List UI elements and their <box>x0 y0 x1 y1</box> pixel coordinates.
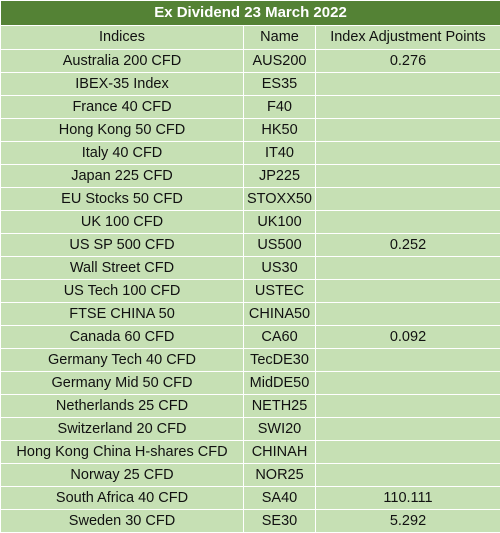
cell-index: Switzerland 20 CFD <box>1 418 244 441</box>
cell-name: MidDE50 <box>244 372 316 395</box>
cell-index: Japan 225 CFD <box>1 165 244 188</box>
cell-name: SE30 <box>244 510 316 533</box>
cell-index: IBEX-35 Index <box>1 73 244 96</box>
cell-name: AUS200 <box>244 50 316 73</box>
cell-name: CHINA50 <box>244 303 316 326</box>
cell-points <box>316 349 500 372</box>
cell-points: 0.276 <box>316 50 500 73</box>
cell-name: CHINAH <box>244 441 316 464</box>
cell-points <box>316 418 500 441</box>
cell-index: FTSE CHINA 50 <box>1 303 244 326</box>
cell-points: 0.252 <box>316 234 500 257</box>
cell-index: US SP 500 CFD <box>1 234 244 257</box>
cell-index: Wall Street CFD <box>1 257 244 280</box>
cell-index: Australia 200 CFD <box>1 50 244 73</box>
cell-name: TecDE30 <box>244 349 316 372</box>
column-header-points: Index Adjustment Points <box>316 26 500 50</box>
cell-points <box>316 165 500 188</box>
cell-points <box>316 372 500 395</box>
cell-index: Netherlands 25 CFD <box>1 395 244 418</box>
column-header-indices: Indices <box>1 26 244 50</box>
cell-points <box>316 257 500 280</box>
cell-points <box>316 73 500 96</box>
cell-name: NETH25 <box>244 395 316 418</box>
cell-index: Sweden 30 CFD <box>1 510 244 533</box>
cell-name: IT40 <box>244 142 316 165</box>
cell-index: EU Stocks 50 CFD <box>1 188 244 211</box>
cell-name: HK50 <box>244 119 316 142</box>
cell-points <box>316 142 500 165</box>
cell-index: UK 100 CFD <box>1 211 244 234</box>
cell-points <box>316 96 500 119</box>
table-title: Ex Dividend 23 March 2022 <box>1 1 500 26</box>
cell-name: CA60 <box>244 326 316 349</box>
cell-points <box>316 303 500 326</box>
cell-index: Germany Mid 50 CFD <box>1 372 244 395</box>
cell-index: Norway 25 CFD <box>1 464 244 487</box>
cell-points <box>316 119 500 142</box>
cell-index: France 40 CFD <box>1 96 244 119</box>
cell-name: JP225 <box>244 165 316 188</box>
header-row: Indices Name Index Adjustment Points <box>1 26 500 50</box>
cell-index: Canada 60 CFD <box>1 326 244 349</box>
cell-name: UK100 <box>244 211 316 234</box>
cell-points: 0.092 <box>316 326 500 349</box>
cell-points <box>316 441 500 464</box>
cell-points: 110.111 <box>316 487 500 510</box>
cell-index: South Africa 40 CFD <box>1 487 244 510</box>
cell-name: F40 <box>244 96 316 119</box>
cell-index: Hong Kong 50 CFD <box>1 119 244 142</box>
cell-points <box>316 188 500 211</box>
cell-index: US Tech 100 CFD <box>1 280 244 303</box>
cell-name: US30 <box>244 257 316 280</box>
cell-name: SWI20 <box>244 418 316 441</box>
cell-points <box>316 211 500 234</box>
cell-points <box>316 464 500 487</box>
cell-points <box>316 280 500 303</box>
cell-name: NOR25 <box>244 464 316 487</box>
cell-name: US500 <box>244 234 316 257</box>
cell-index: Italy 40 CFD <box>1 142 244 165</box>
cell-name: STOXX50 <box>244 188 316 211</box>
cell-index: Germany Tech 40 CFD <box>1 349 244 372</box>
cell-name: ES35 <box>244 73 316 96</box>
cell-points: 5.292 <box>316 510 500 533</box>
cell-index: Hong Kong China H-shares CFD <box>1 441 244 464</box>
cell-points <box>316 395 500 418</box>
title-row: Ex Dividend 23 March 2022 <box>1 1 500 26</box>
cell-name: USTEC <box>244 280 316 303</box>
column-header-name: Name <box>244 26 316 50</box>
cell-name: SA40 <box>244 487 316 510</box>
